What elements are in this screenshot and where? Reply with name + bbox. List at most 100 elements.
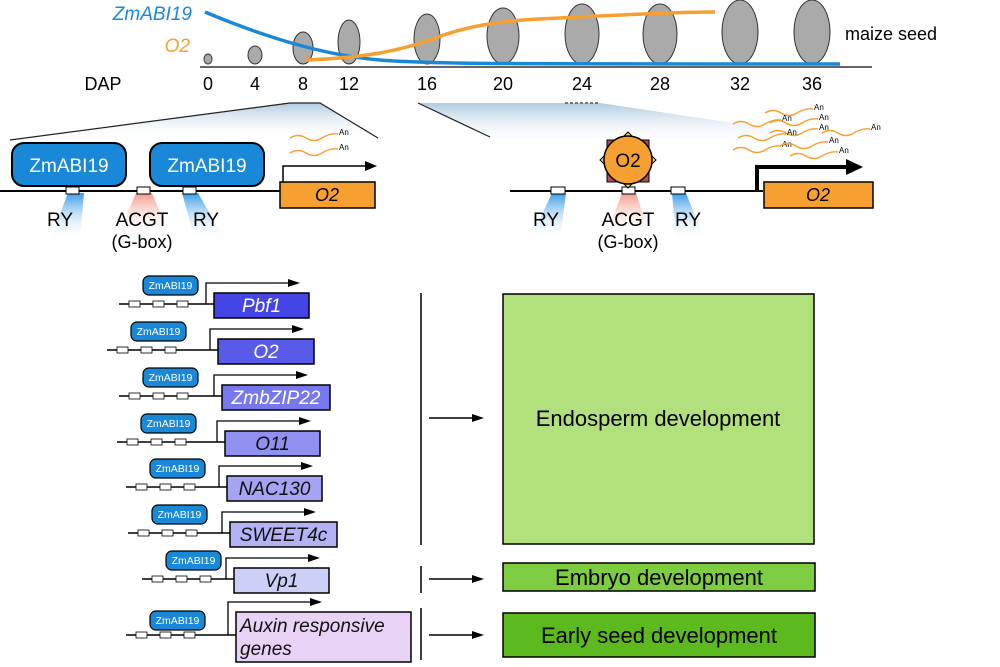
seed-icon: [247, 45, 263, 65]
o2-protein: O2: [599, 131, 657, 189]
arrow-head: [296, 371, 308, 379]
polya-tail-label: An: [819, 123, 829, 132]
ry-site: [670, 186, 686, 195]
binding-site: [159, 631, 172, 639]
seed-icon: [721, 0, 759, 65]
zmabi19-protein: [142, 367, 199, 388]
gene-box: [229, 521, 338, 548]
maize-seed-label: maize seed: [845, 24, 937, 44]
gene-box: [226, 475, 323, 502]
o2-expression-curve: [304, 10, 716, 62]
mrna-squiggle: [789, 151, 839, 160]
arrow-head: [292, 325, 304, 333]
gene-label: SWEET4c: [240, 525, 328, 546]
zmabi19-protein-label: ZmABI19: [172, 555, 216, 567]
transcription-arrow: [205, 282, 289, 304]
binding-site: [185, 529, 198, 537]
zoom-fan-right: [418, 103, 880, 145]
zmabi19-protein-label: ZmABI19: [156, 463, 200, 475]
mrna-squiggle: [732, 119, 782, 128]
ry-label: RY: [675, 210, 701, 231]
mrna-squiggle: [289, 148, 339, 157]
target-gene-row: ZmABI19 Vp1: [142, 550, 330, 594]
polya-tail-label: An: [814, 103, 824, 112]
target-gene-row: ZmABI19 NAC130: [126, 458, 323, 502]
gene-label: genes: [240, 639, 292, 660]
o2-curve-label: O2: [165, 36, 191, 57]
zmabi19-protein: [142, 275, 199, 296]
zoom-fan-right-edge: [417, 102, 491, 138]
transcription-arrow: [225, 557, 309, 579]
arrow-head: [308, 554, 320, 562]
polya-tail-label: An: [871, 123, 881, 132]
dap-tick-label: 4: [250, 74, 260, 94]
polya-tail-label: An: [839, 146, 849, 155]
dap-tick-label: 16: [417, 74, 437, 94]
seed-series: [203, 0, 831, 65]
binding-site: [152, 300, 165, 308]
seed-icon: [793, 0, 831, 65]
binding-site: [150, 438, 163, 446]
binding-site: [126, 438, 139, 446]
acgt-flare: [606, 193, 650, 235]
dap-tick-label: 12: [339, 74, 359, 94]
o2-protein-label: O2: [615, 151, 640, 172]
target-gene-row: ZmABI19 SWEET4c: [128, 504, 338, 548]
zmabi19-protein: [151, 504, 208, 525]
mrna-squiggle: [737, 133, 787, 142]
binding-site: [161, 529, 174, 537]
dap-tick-label: 28: [650, 74, 670, 94]
zmabi19-protein-label: ZmABI19: [149, 372, 193, 384]
arrow-head: [472, 575, 484, 583]
ry-label: RY: [47, 210, 73, 231]
seed-icon: [486, 7, 520, 65]
target-gene-row: ZmABI19 O2: [107, 321, 315, 365]
o2-gene-label: O2: [806, 185, 830, 205]
transcription-arrow: [218, 465, 302, 487]
dap-tick-label: 32: [730, 74, 750, 94]
mrna-squiggle: [821, 128, 871, 137]
polya-tail-label: An: [787, 128, 797, 137]
acgt-site: [136, 186, 151, 195]
binding-site: [116, 346, 129, 354]
outcome-label: Endosperm development: [536, 406, 781, 431]
dap-tick-label: 0: [203, 74, 213, 94]
transcription-arrow: [216, 420, 300, 442]
ry-flare: [672, 193, 705, 240]
acgt-label: ACGT: [116, 210, 169, 231]
zoom-fan-left: [10, 103, 378, 140]
transcription-arrow: [213, 374, 297, 396]
zmabi19-curve-label: ZmABI19: [112, 4, 193, 25]
ry-site: [550, 186, 566, 195]
outcome-label: Early seed development: [541, 623, 777, 648]
dap-tick-label: 8: [298, 74, 308, 94]
dap-tick-label: 24: [572, 74, 592, 94]
zmabi19-protein-label: ZmABI19: [156, 615, 200, 627]
arrow-head: [846, 159, 863, 175]
o2-gene-label: O2: [315, 185, 339, 205]
binding-site: [152, 392, 165, 400]
binding-site: [151, 575, 164, 583]
target-gene-row: ZmABI19 Pbf1: [119, 275, 310, 319]
arrow-head: [310, 598, 322, 606]
gbox-label: (G-box): [111, 232, 172, 252]
binding-site: [199, 575, 212, 583]
binding-site: [183, 631, 196, 639]
zmabi19-protein-label: ZmABI19: [167, 156, 246, 177]
gene-box: [224, 430, 321, 457]
polya-tail-label: An: [339, 128, 349, 137]
transcription-arrow: [209, 328, 293, 350]
expression-timeline: ZmABI19 O2 maize seed DAP 0 4 8 12 16 20 24 28 3…: [84, 0, 937, 94]
arrow-head: [472, 631, 484, 639]
gene-box: [235, 611, 412, 663]
ry-label: RY: [193, 210, 219, 231]
zmabi19-protein: [140, 413, 197, 434]
mrna-squiggle: [289, 133, 339, 142]
early-seed-development-box: Early seed development: [502, 612, 816, 658]
zmabi19-protein: [149, 142, 265, 187]
zmabi19-protein: [149, 610, 206, 631]
binding-site: [135, 483, 148, 491]
